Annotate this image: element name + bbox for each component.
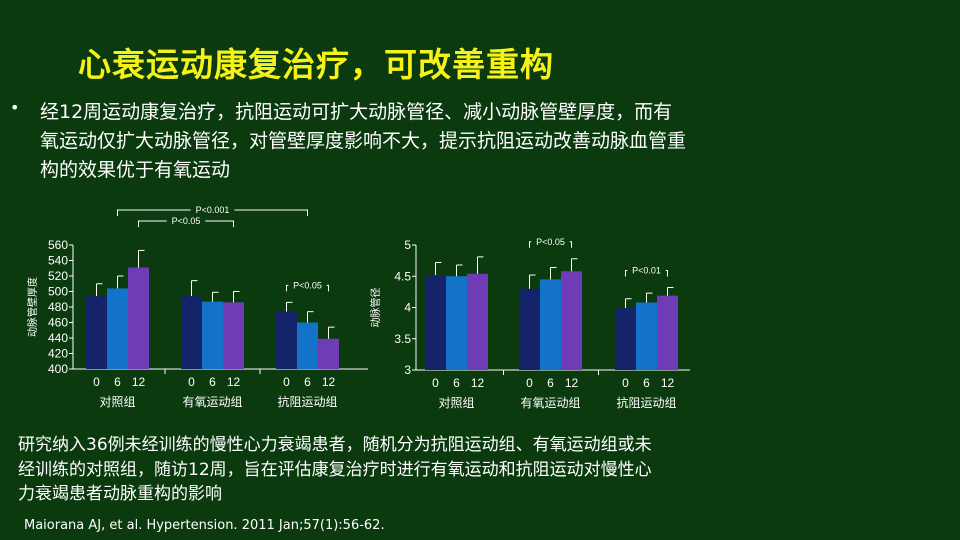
significance-label: P<0.05 xyxy=(293,280,322,290)
significance-label: P<0.001 xyxy=(196,205,230,215)
x-tick-label: 0 xyxy=(622,376,629,390)
significance-bracket-right xyxy=(569,241,572,248)
significance-bracket-left xyxy=(529,241,532,248)
x-tick-label: 6 xyxy=(209,375,216,389)
x-tick-label: 12 xyxy=(132,375,146,389)
x-tick-label: 0 xyxy=(432,376,439,390)
bar xyxy=(128,267,149,369)
bar xyxy=(276,311,297,369)
significance-bracket-left xyxy=(625,270,628,277)
bar xyxy=(446,276,467,370)
bar xyxy=(318,338,339,369)
significance-bracket-right xyxy=(665,270,668,277)
x-tick-label: 12 xyxy=(471,376,485,390)
y-tick-label: 420 xyxy=(48,347,68,361)
group-label: 对照组 xyxy=(438,396,474,410)
x-tick-label: 6 xyxy=(453,376,460,390)
x-tick-label: 12 xyxy=(227,375,241,389)
bar xyxy=(519,288,540,370)
x-tick-label: 12 xyxy=(565,376,579,390)
bar xyxy=(181,296,202,369)
y-tick-label: 500 xyxy=(48,285,68,299)
significance-label: P<0.05 xyxy=(536,237,565,247)
x-tick-label: 6 xyxy=(304,375,311,389)
bar xyxy=(107,288,128,369)
x-tick-label: 12 xyxy=(322,375,336,389)
bar xyxy=(540,279,561,370)
x-tick-label: 12 xyxy=(661,376,675,390)
y-tick-label: 4.5 xyxy=(394,269,411,283)
bullet-dot: • xyxy=(10,98,20,117)
significance-label: P<0.05 xyxy=(172,216,201,226)
bullet-text: 经12周运动康复治疗，抗阻运动可扩大动脉管径、减小动脉管壁厚度，而有氧运动仅扩大… xyxy=(40,101,687,181)
significance-bracket-left xyxy=(286,284,289,292)
y-axis-label: 动脉管径 xyxy=(369,288,382,328)
y-tick-label: 480 xyxy=(48,300,68,314)
bar xyxy=(425,275,446,370)
significance-bracket-left xyxy=(117,209,191,216)
x-tick-label: 0 xyxy=(188,375,195,389)
x-tick-label: 6 xyxy=(643,376,650,390)
x-tick-label: 0 xyxy=(283,375,290,389)
x-tick-label: 0 xyxy=(93,375,100,389)
y-tick-label: 4 xyxy=(404,301,411,315)
bar xyxy=(297,322,318,369)
y-tick-label: 460 xyxy=(48,316,68,330)
y-tick-label: 3.5 xyxy=(394,332,411,346)
y-axis-label: 动脉管壁厚度 xyxy=(26,277,39,337)
bar xyxy=(86,296,107,369)
x-tick-label: 6 xyxy=(547,376,554,390)
y-tick-label: 3 xyxy=(404,363,411,377)
significance-label: P<0.01 xyxy=(632,266,661,276)
x-tick-label: 6 xyxy=(114,375,121,389)
bar xyxy=(561,271,582,370)
significance-bracket-right xyxy=(326,284,329,292)
bar xyxy=(615,308,636,370)
bar xyxy=(467,273,488,370)
y-tick-label: 540 xyxy=(48,254,68,268)
group-label: 抗阻运动组 xyxy=(616,395,676,410)
slide-title: 心衰运动康复治疗，可改善重构 xyxy=(78,45,554,84)
group-label: 对照组 xyxy=(99,395,135,409)
group-label: 有氧运动组 xyxy=(182,395,242,409)
significance-bracket-right xyxy=(205,220,234,227)
y-tick-label: 400 xyxy=(48,362,68,376)
bar xyxy=(657,295,678,370)
bar xyxy=(636,302,657,370)
significance-bracket-left xyxy=(138,220,167,227)
group-label: 有氧运动组 xyxy=(520,396,580,410)
y-tick-label: 5 xyxy=(404,238,411,252)
y-tick-label: 560 xyxy=(48,238,68,252)
study-note: 研究纳入36例未经训练的慢性心力衰竭患者，随机分为抗阻运动组、有氧运动组或未经训… xyxy=(18,435,652,504)
x-tick-label: 0 xyxy=(526,376,533,390)
citation: Maiorana AJ, et al. Hypertension. 2011 J… xyxy=(24,518,385,533)
significance-bracket-right xyxy=(234,209,308,216)
y-tick-label: 520 xyxy=(48,269,68,283)
y-tick-label: 440 xyxy=(48,331,68,345)
bar xyxy=(202,301,223,369)
bar xyxy=(223,302,244,369)
group-label: 抗阻运动组 xyxy=(277,394,337,409)
